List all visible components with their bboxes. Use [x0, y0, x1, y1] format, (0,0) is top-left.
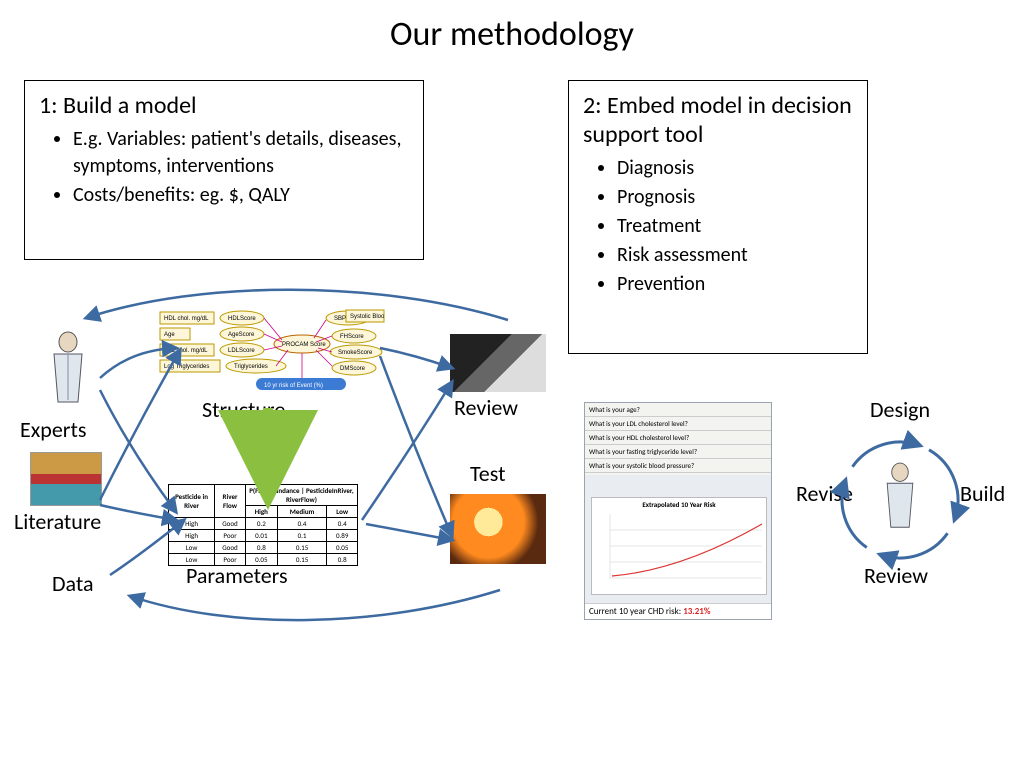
svg-text:FHScore: FHScore: [340, 334, 364, 340]
list-item: Risk assessment: [617, 242, 853, 269]
svg-text:LDL chol. mg/dL: LDL chol. mg/dL: [164, 348, 208, 354]
label-test: Test: [470, 460, 505, 487]
label-build: Build: [960, 480, 1005, 507]
label-literature: Literature: [14, 508, 101, 535]
label-review: Review: [454, 394, 518, 421]
label-data: Data: [52, 570, 94, 597]
label-revise: Revise: [796, 480, 853, 507]
svg-text:SmokeScore: SmokeScore: [338, 350, 373, 356]
decision-tool-screenshot: What is your age? What is your LDL chole…: [584, 402, 772, 620]
list-item: Prevention: [617, 271, 853, 298]
svg-text:Triglycerides: Triglycerides: [234, 364, 268, 370]
svg-text:Systolic Bloo: Systolic Bloo: [350, 314, 385, 320]
svg-text:AgeScore: AgeScore: [228, 332, 255, 338]
svg-text:HDL chol. mg/dL: HDL chol. mg/dL: [164, 316, 209, 322]
list-item: Prognosis: [617, 184, 853, 211]
svg-text:DMScore: DMScore: [340, 366, 366, 372]
cycle-person-icon: [878, 458, 922, 536]
parameters-table: Pesticide in RiverRiver FlowP(FishAbunda…: [168, 484, 358, 566]
svg-text:LDLScore: LDLScore: [228, 348, 255, 354]
list-item: Costs/benefits: eg. $, QALY: [73, 182, 409, 209]
review-image: [450, 334, 546, 392]
test-image: [450, 494, 546, 564]
label-structure: Structure: [202, 396, 285, 423]
list-item: E.g. Variables: patient's details, disea…: [73, 126, 409, 180]
list-item: Diagnosis: [617, 155, 853, 182]
svg-text:Age: Age: [164, 332, 175, 338]
risk-readout: Current 10 year CHD risk: 13.21%: [585, 603, 771, 619]
panel-title: 1: Build a model: [39, 91, 409, 120]
panel-list: Diagnosis Prognosis Treatment Risk asses…: [583, 155, 853, 298]
svg-text:10 yr risk of Event (%): 10 yr risk of Event (%): [264, 383, 323, 389]
svg-text:PROCAM Score: PROCAM Score: [282, 342, 326, 348]
page-title: Our methodology: [0, 0, 1024, 55]
panel-build-model: 1: Build a model E.g. Variables: patient…: [24, 80, 424, 260]
panel-title: 2: Embed model in decision support tool: [583, 91, 853, 149]
label-parameters: Parameters: [186, 562, 288, 589]
panel-list: E.g. Variables: patient's details, disea…: [39, 126, 409, 209]
label-review2: Review: [864, 562, 928, 589]
svg-text:HDLScore: HDLScore: [228, 316, 256, 322]
expert-icon: [44, 330, 92, 408]
list-item: Treatment: [617, 213, 853, 240]
panel-embed-tool: 2: Embed model in decision support tool …: [568, 80, 868, 354]
label-design: Design: [870, 396, 930, 423]
literature-icon: [30, 452, 102, 506]
svg-text:Log Triglycerides: Log Triglycerides: [164, 364, 209, 370]
chart-title: Extrapolated 10 Year Risk: [592, 498, 766, 509]
structure-diagram: HDL chol. mg/dL Age LDL chol. mg/dL Log …: [156, 308, 386, 394]
label-experts: Experts: [20, 416, 86, 443]
